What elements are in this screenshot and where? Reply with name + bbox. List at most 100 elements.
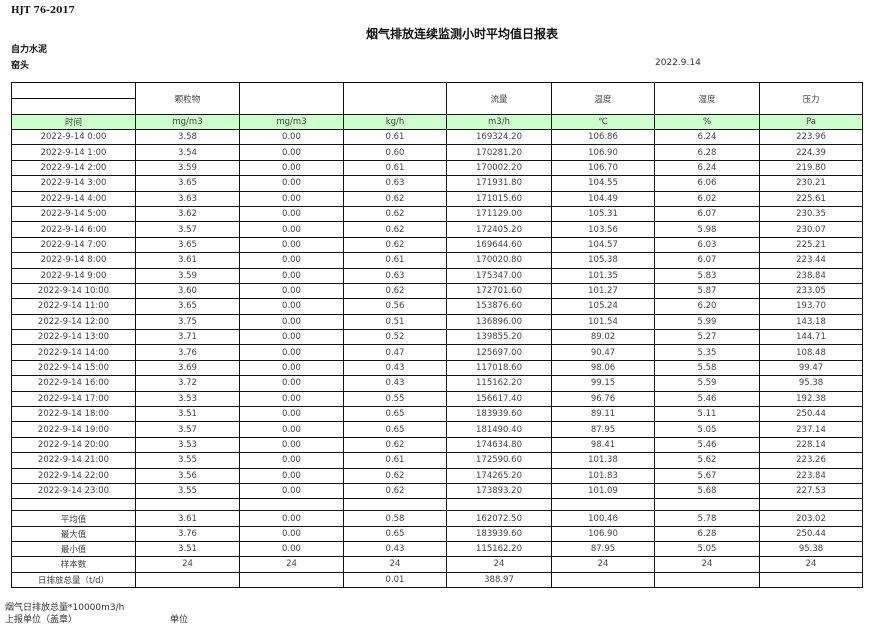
value-cell: 169324.20 <box>446 128 552 146</box>
value-cell: 5.99 <box>654 313 760 331</box>
value-cell: 3.62 <box>135 205 240 223</box>
value-cell: 96.76 <box>551 390 655 408</box>
value-cell: 3.65 <box>135 236 240 254</box>
value-cell: 99.15 <box>551 375 655 392</box>
report-title: 烟气排放连续监测小时平均值日报表 <box>365 27 558 41</box>
value-cell: 115162.20 <box>446 375 552 392</box>
value-cell: 192.38 <box>759 390 863 408</box>
value-cell: 0.55 <box>343 390 447 408</box>
table-row: 2022-9-14 8:00 3.61 0.00 0.61 170020.80 105.3… <box>11 252 863 269</box>
value-cell: 0.00 <box>239 525 344 542</box>
value-cell: 233.05 <box>759 282 863 300</box>
value-cell: 3.57 <box>135 221 240 238</box>
value-cell: 98.06 <box>551 359 655 377</box>
value-cell: 171931.80 <box>446 175 552 192</box>
table-row: 2022-9-14 1:00 3.54 0.00 0.60 170281.20 106.9… <box>11 144 863 161</box>
header-cell: 压力 <box>759 82 863 115</box>
summary-row: 平均值 3.61 0.00 0.58 162072.50 100.46 5.78 203.02 <box>11 510 863 527</box>
value-cell: 203.02 <box>759 510 863 527</box>
value-cell: 0.00 <box>239 510 344 527</box>
value-cell: 0.63 <box>343 175 447 192</box>
value-cell: 90.47 <box>551 344 655 361</box>
value-cell: 3.61 <box>135 510 240 527</box>
value-cell: 3.58 <box>135 128 240 146</box>
value-cell: 169644.60 <box>446 236 552 254</box>
value-cell: 223.26 <box>759 452 863 469</box>
table-row: 2022-9-14 9:00 3.59 0.00 0.63 175347.00 101.3… <box>11 267 863 284</box>
value-cell: 0.00 <box>239 190 344 207</box>
value-cell: 5.05 <box>654 540 760 558</box>
value-cell: 0.00 <box>239 313 344 331</box>
summary-row: 样本数 24 24 24 24 24 24 24 <box>11 556 863 573</box>
value-cell: 3.59 <box>135 159 240 177</box>
value-cell: 87.95 <box>551 421 655 438</box>
value-cell: 3.55 <box>135 452 240 469</box>
row-label-cell: 2022-9-14 5:00 <box>11 205 136 223</box>
unit-cell: % <box>654 114 760 130</box>
value-cell: 171129.00 <box>446 205 552 223</box>
value-cell <box>135 498 240 512</box>
value-cell: 108.48 <box>759 344 863 361</box>
value-cell: 225.61 <box>759 190 863 207</box>
value-cell: 101.54 <box>551 313 655 331</box>
value-cell: 3.72 <box>135 375 240 392</box>
value-cell: 153876.60 <box>446 298 552 315</box>
value-cell: 6.02 <box>654 190 760 207</box>
value-cell <box>343 498 447 512</box>
value-cell: 136896.00 <box>446 313 552 331</box>
table-row: 2022-9-14 13:00 3.71 0.00 0.52 139855.20 89.0… <box>11 329 863 346</box>
value-cell: 227.53 <box>759 482 863 500</box>
value-cell: 223.96 <box>759 128 863 146</box>
value-cell: 0.62 <box>343 236 447 254</box>
value-cell: 172590.60 <box>446 452 552 469</box>
value-cell: 162072.50 <box>446 510 552 527</box>
value-cell: 3.75 <box>135 313 240 331</box>
value-cell: 0.62 <box>343 482 447 500</box>
value-cell: 3.53 <box>135 436 240 454</box>
value-cell: 3.56 <box>135 467 240 484</box>
value-cell <box>551 571 655 588</box>
blank-row <box>11 498 863 512</box>
units-row: 时间 mg/m3 mg/m3 kg/h m3/h ℃% Pa <box>11 114 863 130</box>
row-label-cell: 平均值 <box>11 510 136 527</box>
value-cell: 87.95 <box>551 540 655 558</box>
value-cell: 5.46 <box>654 390 760 408</box>
footer-note: 烟气日排放总量*10000m3/h <box>5 603 125 613</box>
value-cell: 3.57 <box>135 421 240 438</box>
header-cell-blank <box>11 98 136 115</box>
header-cell: 温度 <box>551 82 655 115</box>
value-cell: 230.07 <box>759 221 863 238</box>
value-cell: 0.62 <box>343 436 447 454</box>
value-cell: 101.35 <box>551 267 655 284</box>
row-label-cell: 2022-9-14 18:00 <box>11 406 136 423</box>
value-cell: 3.65 <box>135 175 240 192</box>
table-row: 2022-9-14 17:00 3.53 0.00 0.55 156617.40 96.7… <box>11 390 863 408</box>
value-cell: 5.35 <box>654 344 760 361</box>
value-cell: 104.57 <box>551 236 655 254</box>
value-cell <box>446 498 552 512</box>
table-row: 2022-9-14 21:00 3.55 0.00 0.61 172590.60 101.… <box>11 452 863 469</box>
value-cell: 0.00 <box>239 482 344 500</box>
value-cell: 0.00 <box>239 205 344 223</box>
header-cell <box>239 82 344 115</box>
value-cell: 0.00 <box>239 221 344 238</box>
row-label-cell: 2022-9-14 16:00 <box>11 375 136 392</box>
value-cell: 5.87 <box>654 282 760 300</box>
value-cell: 172701.60 <box>446 282 552 300</box>
row-label-cell: 2022-9-14 22:00 <box>11 467 136 484</box>
value-cell: 0.62 <box>343 190 447 207</box>
row-label-cell: 2022-9-14 1:00 <box>11 144 136 161</box>
value-cell: 5.83 <box>654 267 760 284</box>
summary-row: 最小值 3.51 0.00 0.43 115162.20 87.95 5.05 95.38 <box>11 540 863 558</box>
value-cell: 100.46 <box>551 510 655 527</box>
row-label-cell <box>11 498 136 512</box>
header-cell: 湿度 <box>654 82 760 115</box>
table-row: 2022-9-14 4:00 3.63 0.00 0.62 171015.60 104.4… <box>11 190 863 207</box>
value-cell: 143.18 <box>759 313 863 331</box>
value-cell: 224.39 <box>759 144 863 161</box>
value-cell: 3.69 <box>135 359 240 377</box>
value-cell: 24 <box>239 556 344 573</box>
value-cell: 3.63 <box>135 190 240 207</box>
value-cell: 170281.20 <box>446 144 552 161</box>
value-cell: 139855.20 <box>446 329 552 346</box>
